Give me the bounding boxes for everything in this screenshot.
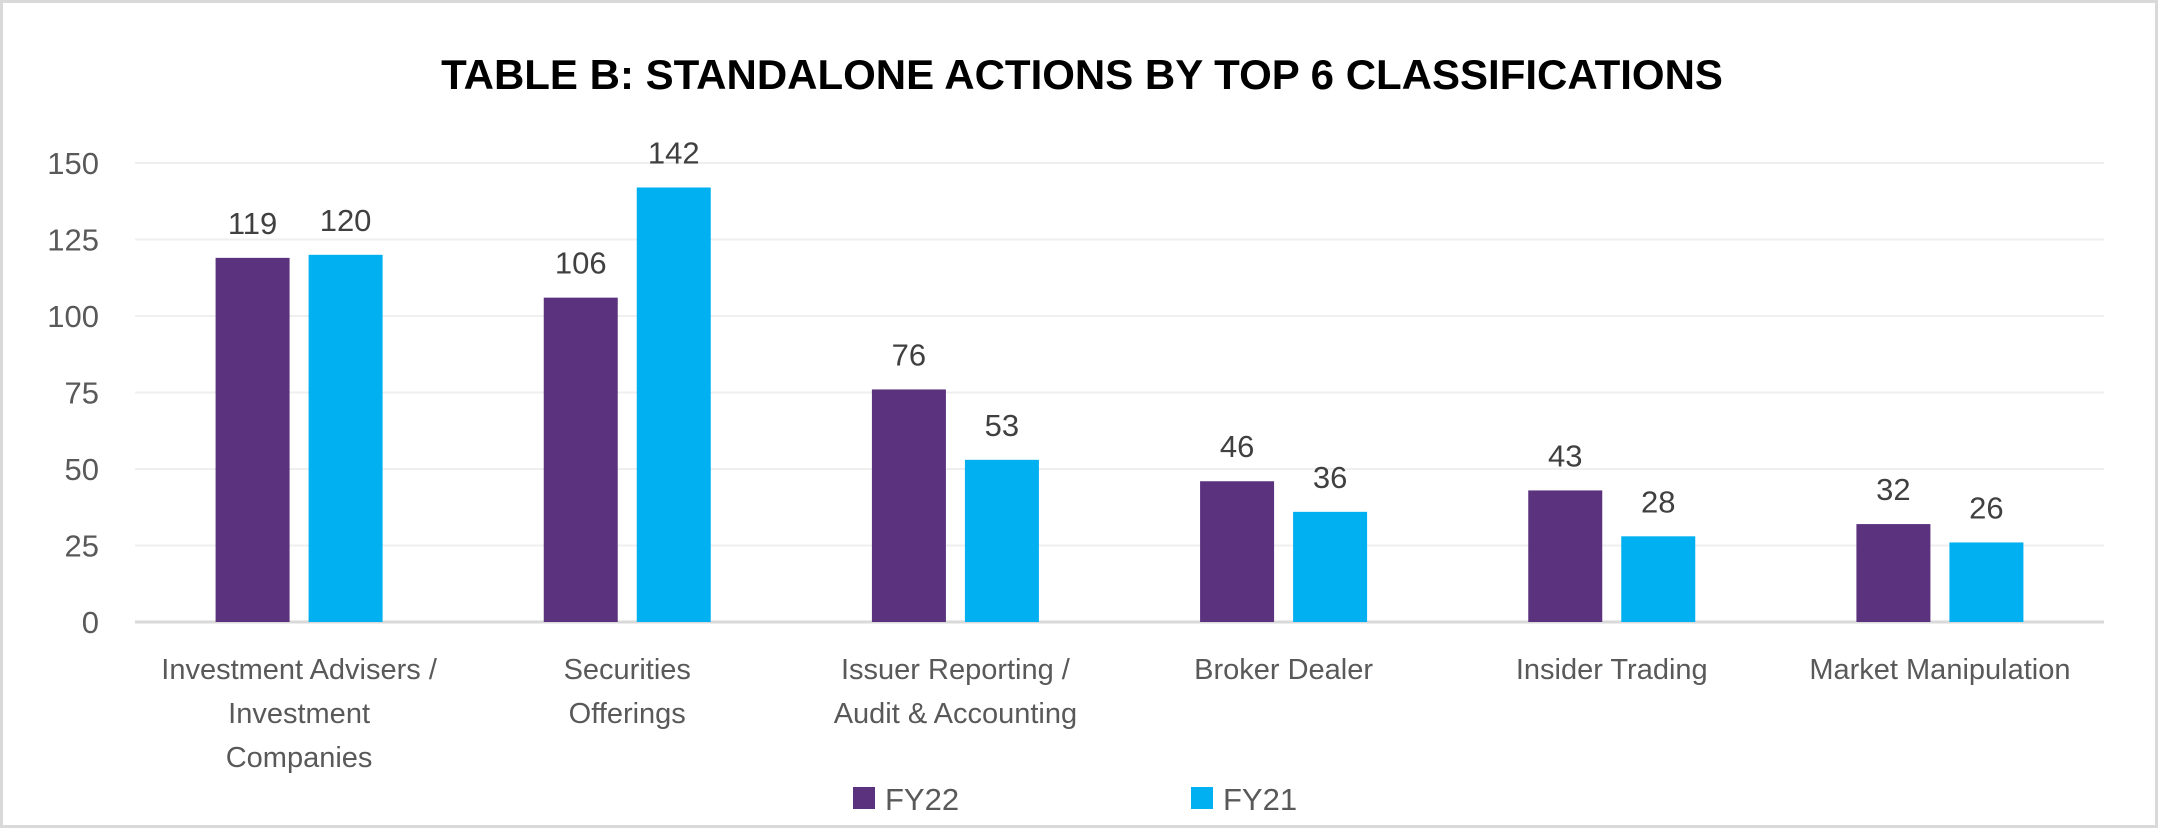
bar-fy22: [1200, 481, 1275, 622]
bar-fy21: [1949, 542, 2024, 622]
y-tick-label: 100: [47, 299, 99, 334]
x-category-label: Investment Advisers /: [161, 654, 438, 686]
x-category-label: Broker Dealer: [1194, 654, 1373, 686]
x-category-label: Market Manipulation: [1809, 654, 2070, 686]
bar-fy22: [543, 297, 618, 622]
x-category-label: Investment: [228, 698, 370, 730]
data-label: 26: [1969, 490, 2003, 525]
data-label: 119: [228, 206, 277, 241]
bar-chart: TABLE B: STANDALONE ACTIONS BY TOP 6 CLA…: [47, 51, 2104, 817]
bar-fy21: [1621, 536, 1696, 622]
legend-swatch-fy21: [1191, 787, 1213, 809]
x-category-label: Companies: [226, 742, 373, 774]
bar-fy21: [636, 187, 711, 623]
y-tick-label: 125: [47, 223, 99, 258]
bar-fy22: [1528, 490, 1603, 622]
bar-fy21: [308, 254, 383, 623]
y-tick-label: 150: [47, 146, 99, 181]
bar-fy22: [1856, 524, 1931, 622]
bar-fy21: [1293, 511, 1368, 622]
data-label: 120: [320, 203, 372, 238]
x-category-label: Issuer Reporting /: [841, 654, 1071, 686]
data-label: 36: [1313, 460, 1347, 495]
data-label: 43: [1548, 438, 1582, 473]
x-category-label: Audit & Accounting: [834, 698, 1077, 730]
legend-swatch-fy22: [853, 787, 875, 809]
data-label: 76: [892, 337, 926, 372]
bar-fy22: [871, 389, 946, 622]
data-label: 32: [1876, 472, 1910, 507]
data-label: 46: [1220, 429, 1254, 464]
data-label: 53: [985, 408, 1019, 443]
x-category-label: Offerings: [569, 698, 686, 730]
y-tick-label: 0: [82, 605, 99, 640]
legend-label-fy22: FY22: [885, 782, 959, 817]
chart-title: TABLE B: STANDALONE ACTIONS BY TOP 6 CLA…: [441, 51, 1723, 98]
bar-fy21: [964, 459, 1039, 622]
data-label: 142: [648, 135, 700, 170]
y-tick-label: 75: [65, 376, 99, 411]
data-label: 28: [1641, 484, 1675, 519]
bar-fy22: [215, 257, 290, 622]
y-tick-label: 50: [65, 452, 99, 487]
x-category-label: Insider Trading: [1516, 654, 1708, 686]
legend-label-fy21: FY21: [1223, 782, 1297, 817]
y-tick-label: 25: [65, 529, 99, 564]
x-category-label: Securities: [564, 654, 691, 686]
data-label: 106: [555, 246, 607, 281]
